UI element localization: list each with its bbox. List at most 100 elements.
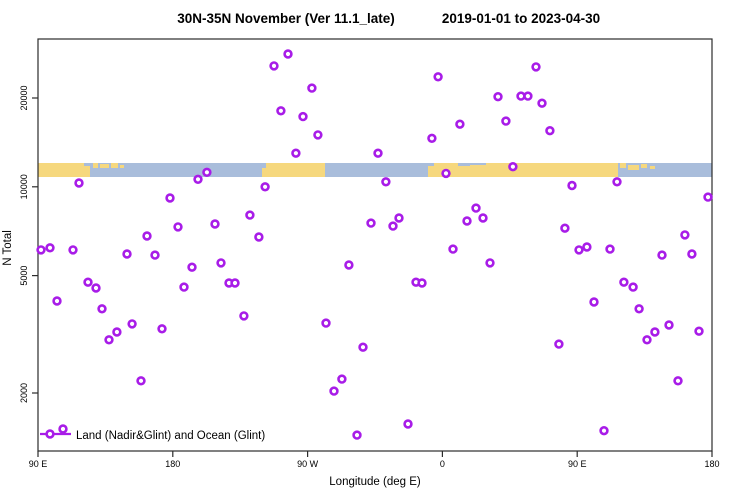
land-patch	[620, 163, 626, 168]
data-point	[260, 182, 270, 192]
data-point	[537, 98, 547, 108]
y-tick-label: 10000	[19, 174, 29, 199]
y-tick-label: 5000	[19, 266, 29, 286]
data-point	[104, 335, 114, 345]
data-point	[642, 335, 652, 345]
data-point	[52, 296, 62, 306]
data-point	[313, 130, 323, 140]
data-point	[427, 133, 437, 144]
data-point	[634, 304, 644, 314]
data-point	[574, 245, 584, 255]
data-point	[612, 177, 622, 187]
data-point	[210, 219, 220, 229]
data-point	[291, 148, 301, 158]
data-point	[193, 174, 203, 185]
data-point	[165, 193, 175, 203]
y-axis-title: N Total	[2, 230, 14, 266]
data-point	[582, 242, 592, 252]
land-patch	[262, 168, 266, 177]
y-tick-label: 2000	[19, 383, 29, 403]
data-point	[245, 210, 255, 220]
plot-box	[37, 38, 713, 452]
x-axis-title: Longitude (deg E)	[329, 476, 421, 488]
x-tick-label: 90 E	[568, 459, 587, 469]
chart-title-dates: 2019-01-01 to 2023-04-30	[442, 11, 600, 26]
y-axis: 20000 10000 5000 2000	[19, 85, 38, 403]
data-point	[142, 231, 152, 241]
land-patch	[84, 166, 90, 177]
data-point	[619, 277, 629, 287]
data-point	[462, 216, 472, 226]
x-tick-label: 180	[704, 459, 719, 469]
chart-title-main: 30N-35N November (Ver 11.1_late)	[177, 11, 395, 26]
data-point	[136, 376, 146, 386]
data-point	[112, 327, 122, 337]
land-patch	[38, 163, 84, 177]
data-point	[269, 61, 279, 71]
data-point	[358, 342, 368, 352]
x-tick-label: 90 E	[29, 459, 48, 469]
data-point	[157, 324, 167, 334]
data-point	[508, 162, 518, 172]
data-point	[703, 192, 713, 202]
land-patch	[641, 164, 647, 168]
data-point	[74, 178, 84, 188]
data-point	[337, 374, 347, 384]
data-point	[373, 148, 383, 158]
data-points	[36, 49, 713, 440]
data-point	[478, 213, 488, 223]
data-point	[441, 168, 451, 179]
y-tick-label: 20000	[19, 85, 29, 110]
legend-point	[58, 424, 68, 434]
data-point	[493, 91, 503, 102]
land-patch	[434, 163, 458, 167]
data-point	[283, 49, 293, 59]
legend-marker	[40, 424, 71, 439]
land-patch	[486, 163, 618, 177]
data-point	[344, 260, 354, 270]
data-point	[448, 244, 458, 254]
data-point	[321, 318, 331, 328]
data-point	[68, 245, 78, 255]
data-point	[307, 83, 317, 93]
x-tick-label: 90 W	[297, 459, 319, 469]
x-tick-label: 180	[165, 459, 180, 469]
data-point	[97, 304, 107, 314]
data-point	[455, 119, 465, 129]
data-point	[471, 203, 481, 213]
data-point	[403, 419, 413, 429]
data-point	[239, 311, 249, 321]
data-point	[187, 262, 197, 272]
data-point	[560, 223, 570, 233]
legend-point	[45, 429, 55, 439]
land-patch	[266, 163, 325, 177]
data-point	[150, 250, 160, 260]
data-point	[545, 125, 555, 136]
data-point	[329, 386, 339, 396]
data-point	[173, 222, 183, 232]
land-patch	[650, 166, 655, 169]
x-tick-label: 0	[440, 459, 445, 469]
data-point	[599, 426, 609, 436]
data-point	[127, 319, 137, 329]
data-point	[230, 278, 240, 288]
data-point	[650, 327, 660, 337]
data-point	[687, 249, 697, 259]
data-point	[91, 283, 101, 293]
data-point	[554, 339, 564, 349]
data-point	[83, 277, 93, 287]
data-point	[366, 218, 376, 228]
data-point	[254, 232, 264, 242]
land-patch	[628, 165, 639, 170]
land-patch	[120, 165, 124, 168]
data-point	[417, 278, 427, 288]
data-point	[394, 213, 404, 223]
data-point	[673, 376, 683, 386]
data-point	[531, 62, 541, 72]
land-patch	[470, 165, 486, 177]
land-patch	[100, 164, 109, 168]
data-point	[501, 116, 511, 126]
data-point	[485, 258, 495, 268]
